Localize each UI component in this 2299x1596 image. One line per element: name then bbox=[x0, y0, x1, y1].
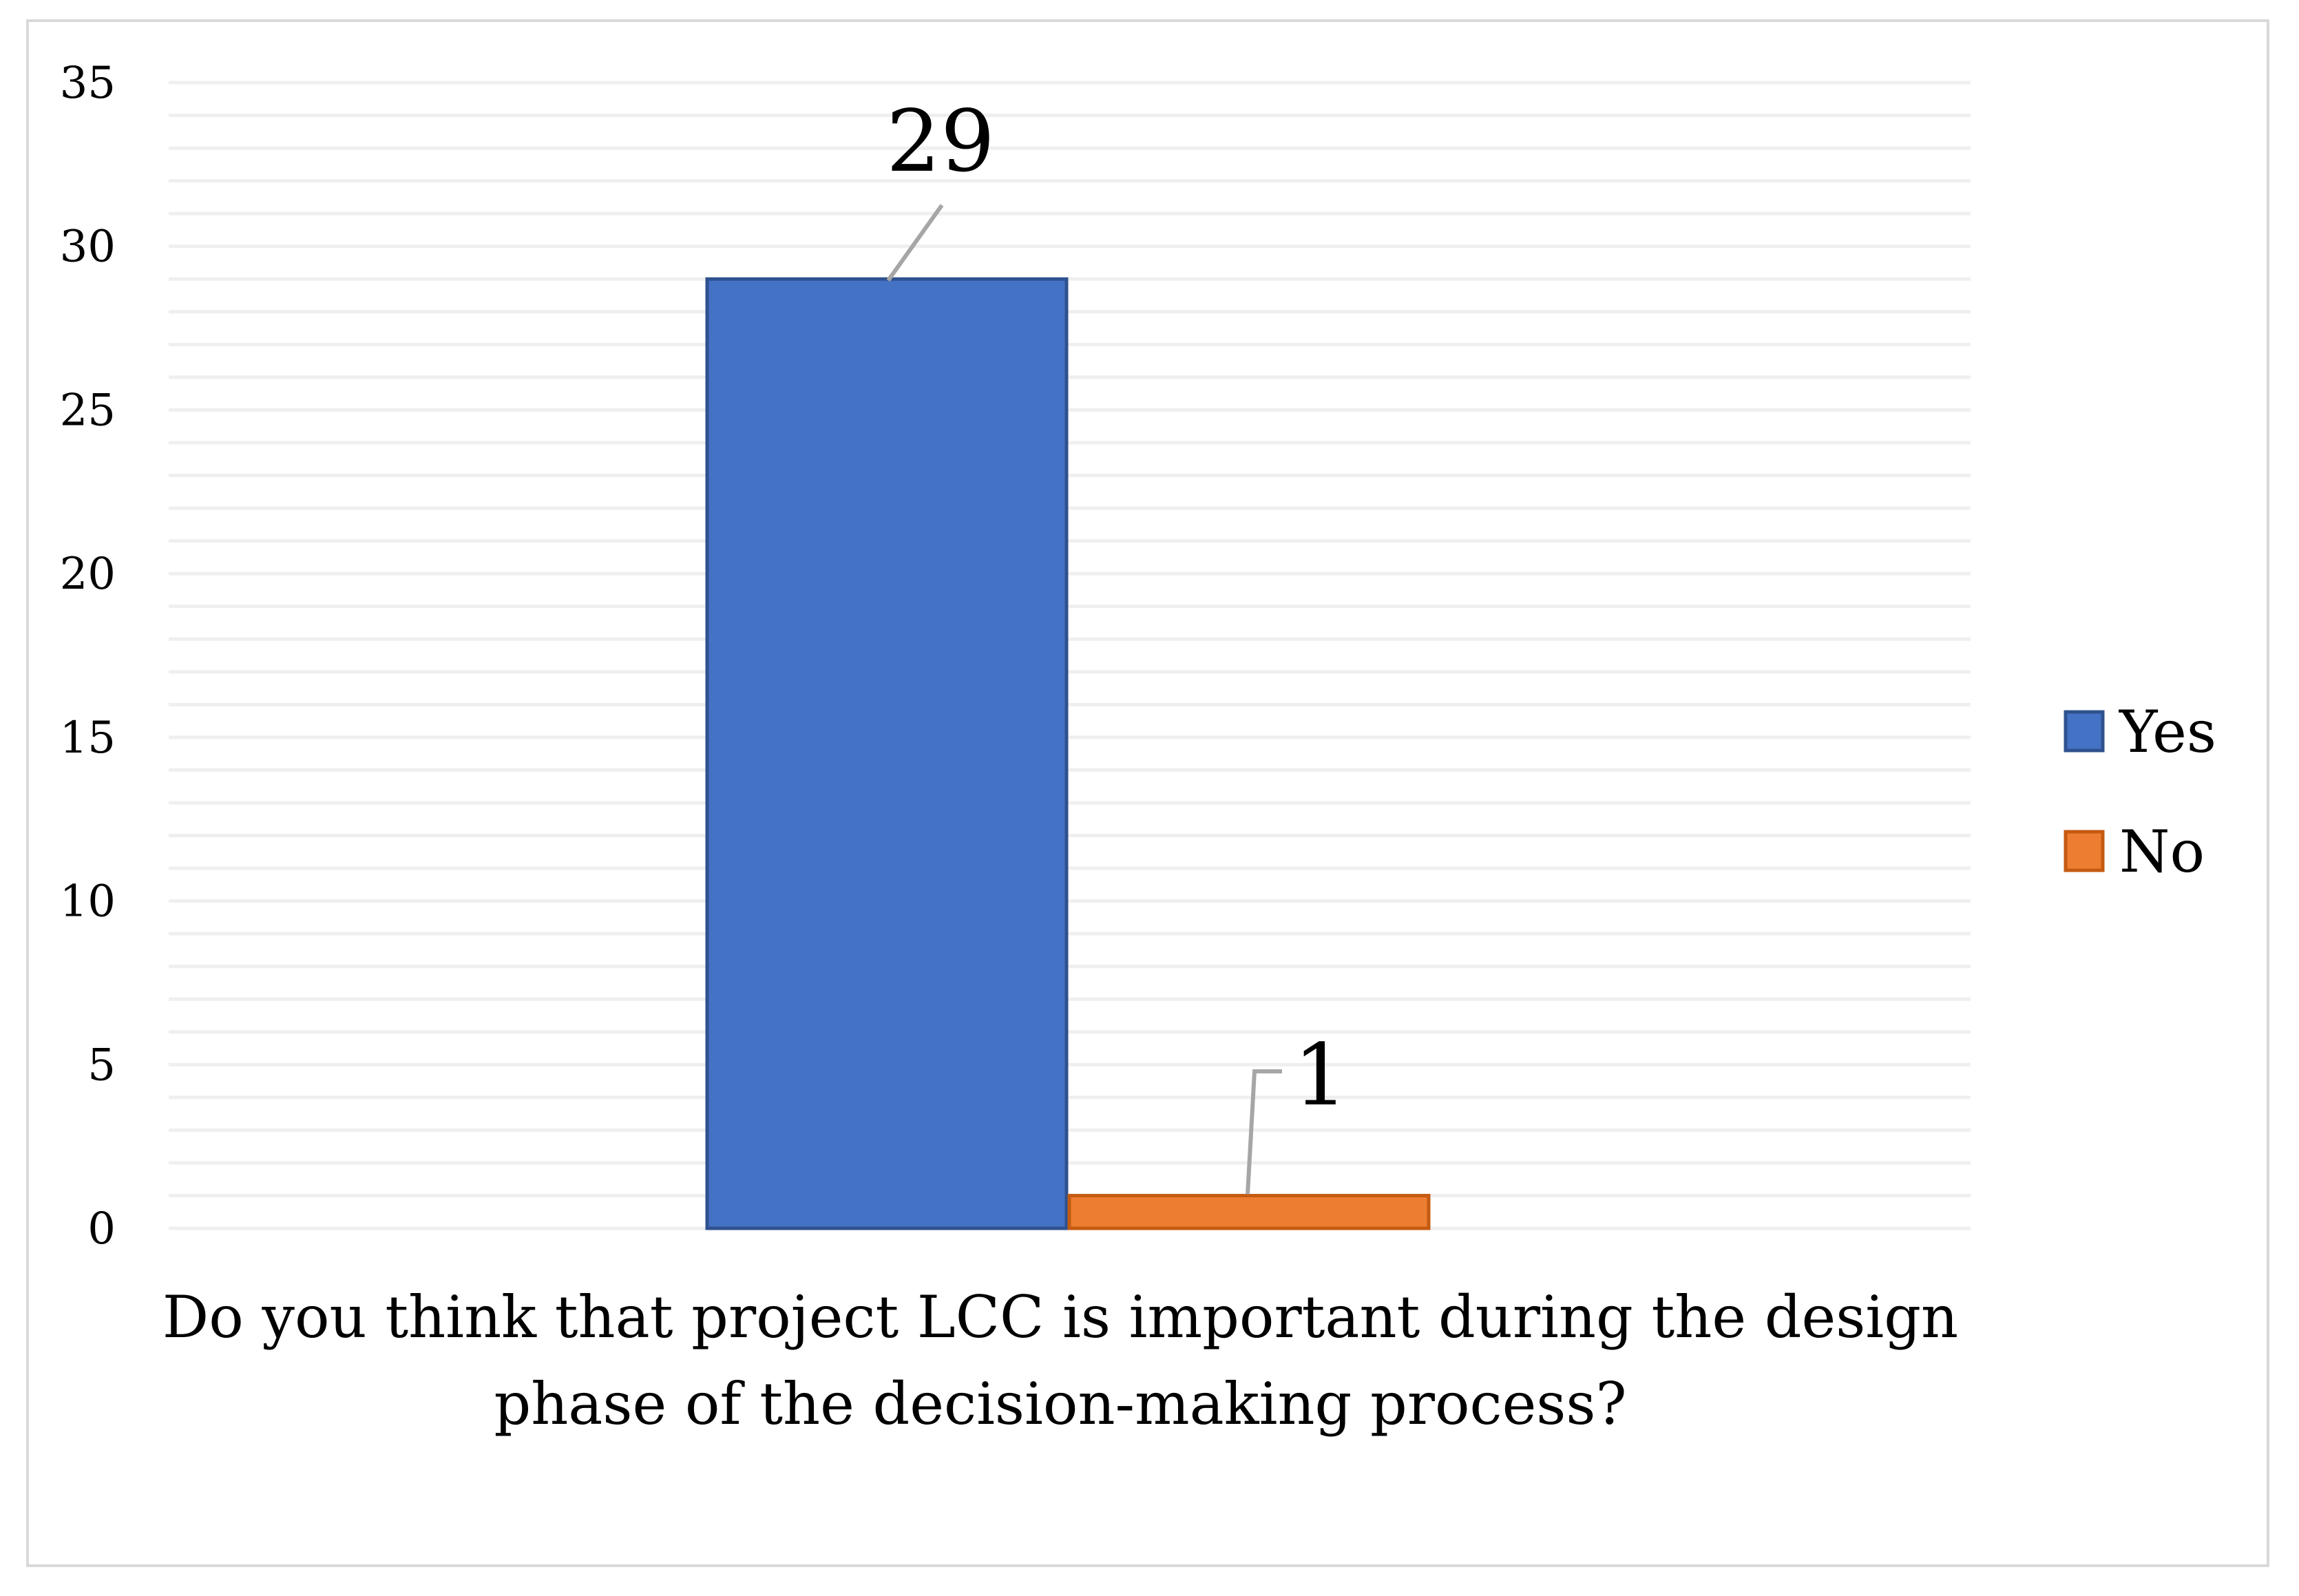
y-tick-label: 30 bbox=[60, 222, 116, 273]
legend-label-yes: Yes bbox=[2119, 698, 2216, 766]
legend-label-no: No bbox=[2119, 818, 2205, 885]
y-axis-ticks: 0 5 10 15 20 25 30 35 bbox=[60, 58, 116, 1254]
data-label-no: 1 bbox=[1294, 1026, 1348, 1125]
x-axis-label-line-2: phase of the decision-making process? bbox=[494, 1370, 1626, 1438]
data-label-yes: 29 bbox=[886, 92, 995, 191]
y-tick-label: 20 bbox=[60, 549, 116, 600]
leader-line-no bbox=[1246, 1069, 1282, 1195]
legend-swatch-no bbox=[2064, 830, 2105, 872]
y-tick-label: 35 bbox=[60, 58, 116, 109]
bar-yes bbox=[705, 277, 1069, 1230]
legend-swatch-yes bbox=[2064, 710, 2105, 753]
x-axis-label-line-1: Do you think that project LCC is importa… bbox=[162, 1283, 1958, 1351]
bar-no bbox=[1067, 1193, 1431, 1230]
chart-frame bbox=[26, 19, 2269, 1567]
leader-lines bbox=[886, 204, 1282, 1195]
y-tick-label: 25 bbox=[60, 385, 116, 436]
y-tick-label: 5 bbox=[87, 1040, 116, 1091]
bars bbox=[705, 277, 1431, 1230]
leader-line-yes bbox=[886, 204, 944, 282]
y-tick-label: 15 bbox=[60, 713, 116, 764]
legend: Yes No bbox=[2064, 698, 2216, 885]
gridlines bbox=[169, 81, 1971, 1230]
data-labels: 29 1 bbox=[886, 92, 1347, 1125]
y-tick-label: 0 bbox=[87, 1204, 116, 1254]
y-tick-label: 10 bbox=[60, 876, 116, 927]
